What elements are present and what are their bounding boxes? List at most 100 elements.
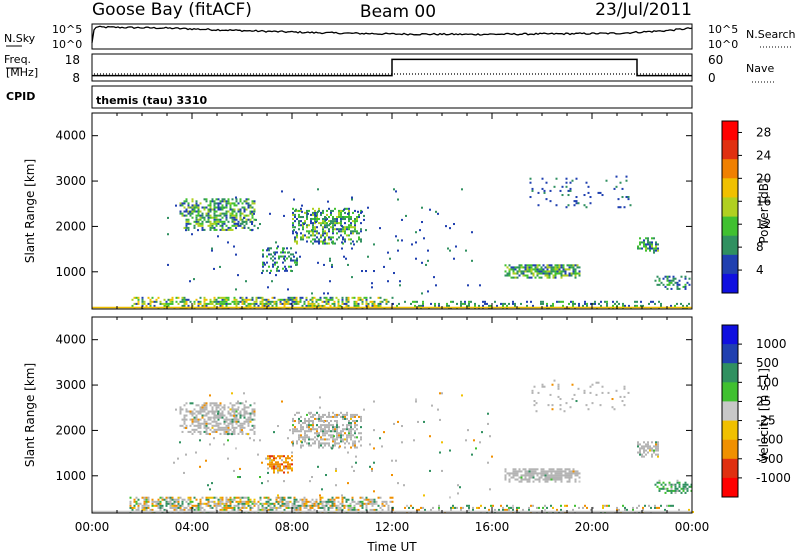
scatter-cell <box>151 296 154 299</box>
scatter-cell <box>568 468 571 471</box>
scatter-cell <box>668 489 671 492</box>
scatter-cell <box>332 440 334 443</box>
scatter-cell <box>177 502 180 505</box>
scatter-cell <box>201 408 204 411</box>
scatter-cell <box>197 420 200 423</box>
scatter-cell <box>385 502 388 505</box>
scatter-cell <box>231 220 234 223</box>
scatter-cell <box>334 420 336 423</box>
scatter-cell <box>304 220 306 223</box>
scatter-cell <box>590 508 592 511</box>
scatter-cell <box>296 442 298 445</box>
scatter-cell <box>185 418 188 421</box>
scatter-cell <box>641 447 643 450</box>
scatter-cell <box>383 500 386 503</box>
station-title: Goose Bay (fitACF) <box>92 0 252 20</box>
scatter-cell <box>604 300 606 303</box>
scatter-cell <box>334 426 336 429</box>
scatter-cell <box>253 410 256 413</box>
scatter-cell <box>225 202 228 205</box>
scatter-cell <box>385 298 388 301</box>
scatter-cell <box>649 245 651 248</box>
scatter-cell <box>223 404 226 407</box>
scatter-cell <box>379 506 382 509</box>
scatter-cell <box>313 500 316 503</box>
scatter-cell <box>331 265 333 268</box>
scatter-cell <box>332 226 334 229</box>
scatter-cell <box>167 298 170 301</box>
scatter-cell <box>332 236 334 239</box>
scatter-cell <box>562 268 565 271</box>
scatter-cell <box>356 413 358 416</box>
scatter-cell <box>305 298 308 301</box>
scatter-cell <box>272 259 274 262</box>
scatter-cell <box>535 410 538 413</box>
scatter-cell <box>292 444 294 447</box>
scatter-cell <box>312 222 314 225</box>
scatter-cell <box>322 424 324 427</box>
scatter-cell <box>660 302 662 305</box>
scatter-cell <box>274 253 276 256</box>
scatter-cell <box>251 210 253 213</box>
scatter-cell <box>354 413 356 416</box>
scatter-cell <box>528 266 531 269</box>
scatter-cell <box>656 481 659 484</box>
scatter-cell <box>145 506 148 509</box>
scatter-cell <box>554 272 557 275</box>
scatter-cell <box>502 304 504 307</box>
scatter-cell <box>325 502 328 505</box>
scatter-cell <box>153 500 156 503</box>
scatter-cell <box>171 300 174 303</box>
scatter-cell <box>287 461 289 464</box>
scatter-cell <box>291 441 293 444</box>
scatter-cell <box>325 296 328 299</box>
scatter-cell <box>267 467 269 470</box>
scatter-cell <box>338 230 340 233</box>
scatter-cell <box>333 498 336 501</box>
scatter-cell <box>678 279 681 282</box>
scatter-cell <box>271 300 274 303</box>
scatter-cell <box>421 292 423 295</box>
scatter-cell <box>308 442 310 445</box>
scatter-cell <box>504 264 507 267</box>
scatter-cell <box>354 218 356 221</box>
scatter-cell <box>326 213 328 216</box>
scatter-cell <box>639 453 641 456</box>
scatter-cell <box>327 200 329 203</box>
scatter-cell <box>213 222 216 225</box>
scatter-cell <box>294 226 296 229</box>
scatter-cell <box>306 224 308 227</box>
scatter-cell <box>356 420 358 423</box>
scatter-cell <box>145 496 148 499</box>
scatter-cell <box>615 389 618 392</box>
scatter-cell <box>253 224 256 227</box>
scatter-cell <box>203 422 206 425</box>
scatter-cell <box>231 498 234 501</box>
scatter-cell <box>237 504 240 507</box>
scatter-cell <box>332 222 334 225</box>
scatter-cell <box>211 420 214 423</box>
scatter-cell <box>548 476 551 479</box>
nsky-label: N.Sky <box>4 32 36 45</box>
scatter-cell <box>191 210 194 213</box>
scatter-cell <box>231 214 234 217</box>
scatter-cell <box>295 500 298 503</box>
scatter-cell <box>538 506 540 509</box>
scatter-cell <box>195 216 198 219</box>
scatter-cell <box>147 496 150 499</box>
scatter-cell <box>320 442 322 445</box>
scatter-cell <box>651 243 653 246</box>
scatter-cell <box>207 204 210 207</box>
colorbar-cell <box>722 401 738 421</box>
scatter-cell <box>147 296 150 299</box>
scatter-cell <box>545 181 548 184</box>
scatter-cell <box>177 506 180 509</box>
scatter-cell <box>229 206 232 209</box>
scatter-cell <box>441 441 443 444</box>
scatter-cell <box>318 207 320 210</box>
scatter-cell <box>329 280 331 283</box>
scatter-cell <box>285 298 288 301</box>
scatter-cell <box>205 220 208 223</box>
scatter-cell <box>231 408 234 411</box>
scatter-cell <box>326 242 328 245</box>
